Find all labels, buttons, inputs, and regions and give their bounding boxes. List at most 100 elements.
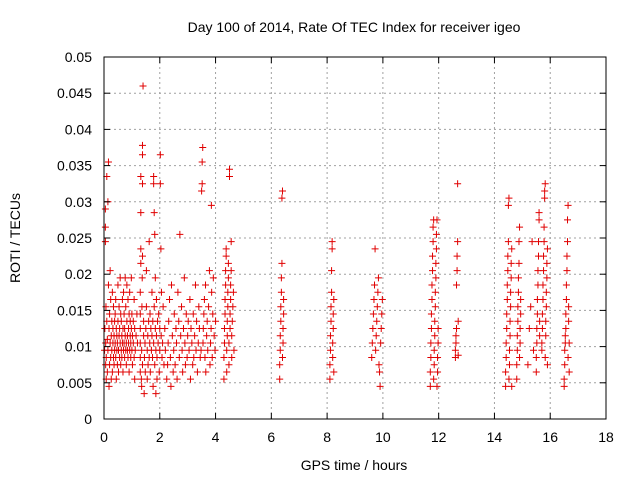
data-point (277, 288, 285, 296)
y-tick-label: 0.02 (65, 266, 92, 282)
data-point (430, 346, 438, 354)
data-point (178, 303, 186, 311)
data-point (536, 332, 544, 340)
x-tick-label: 4 (212, 429, 220, 445)
data-point (563, 252, 571, 260)
data-point (562, 281, 570, 289)
data-point (540, 252, 548, 260)
data-point (207, 339, 215, 347)
data-point (157, 245, 165, 253)
data-point (226, 165, 233, 173)
data-point (202, 368, 210, 376)
data-point (157, 332, 165, 340)
data-point (103, 335, 111, 343)
data-point (326, 346, 334, 354)
data-point (431, 303, 439, 311)
x-tick-label: 6 (267, 429, 275, 445)
data-point (220, 375, 228, 383)
data-point (506, 361, 514, 369)
data-point (131, 346, 139, 354)
data-point (125, 368, 133, 376)
data-point (121, 274, 129, 282)
data-point (327, 303, 335, 311)
data-point (200, 296, 208, 304)
data-point (280, 296, 288, 304)
data-point (433, 216, 441, 224)
data-point (429, 238, 437, 246)
data-point (451, 346, 459, 354)
data-point (163, 375, 171, 383)
data-point (130, 296, 138, 304)
data-point (122, 303, 130, 311)
data-point (560, 382, 568, 390)
data-point (430, 375, 438, 383)
data-point (432, 259, 440, 267)
data-point (205, 303, 213, 311)
data-point (120, 288, 128, 296)
data-point (433, 382, 441, 390)
data-point (129, 317, 137, 325)
data-point (452, 339, 460, 347)
data-point (124, 296, 132, 304)
data-point (277, 317, 285, 325)
data-point (230, 346, 238, 354)
data-point (170, 310, 178, 318)
data-point (142, 303, 150, 311)
data-point (516, 223, 524, 231)
data-point (368, 339, 376, 347)
data-point (427, 325, 435, 332)
data-point (207, 201, 215, 209)
data-point (154, 317, 162, 325)
data-point (199, 339, 207, 347)
data-point (138, 141, 146, 149)
x-tick-label: 8 (323, 429, 331, 445)
x-tick-label: 10 (375, 429, 391, 445)
data-point (204, 346, 212, 354)
data-point (172, 325, 180, 332)
data-point (101, 238, 109, 246)
data-point (427, 339, 435, 347)
data-point (377, 325, 385, 332)
data-point (326, 361, 334, 369)
data-point (561, 332, 569, 340)
data-point (226, 325, 234, 332)
data-point (528, 238, 536, 246)
data-point (136, 288, 144, 296)
data-points (101, 82, 573, 398)
data-point (429, 223, 437, 231)
data-point (167, 382, 175, 390)
data-point (538, 339, 546, 347)
y-tick-label: 0 (84, 411, 92, 427)
data-point (186, 375, 194, 383)
data-point (535, 209, 543, 217)
data-point (541, 187, 549, 195)
data-point (170, 346, 178, 354)
data-point (539, 296, 547, 304)
data-point (504, 252, 512, 260)
data-point (101, 223, 109, 231)
data-point (180, 274, 188, 282)
data-point (532, 368, 540, 376)
data-point (513, 346, 521, 354)
data-point (101, 205, 109, 213)
data-point (197, 346, 205, 354)
data-point (376, 382, 384, 390)
data-point (223, 368, 231, 376)
data-point (514, 303, 522, 311)
data-point (155, 310, 163, 318)
data-point (507, 303, 515, 311)
data-point (378, 310, 386, 318)
data-point (506, 346, 514, 354)
y-axis-label: ROTI / TECUs (7, 193, 23, 283)
data-point (115, 303, 123, 311)
data-point (276, 346, 284, 354)
data-point (189, 361, 197, 369)
data-point (176, 230, 184, 238)
data-point (206, 361, 214, 369)
data-point (220, 353, 228, 361)
x-tick-label: 18 (598, 429, 614, 445)
data-point (375, 361, 383, 369)
data-point (168, 332, 176, 340)
data-point (150, 180, 158, 188)
data-point (507, 274, 515, 282)
